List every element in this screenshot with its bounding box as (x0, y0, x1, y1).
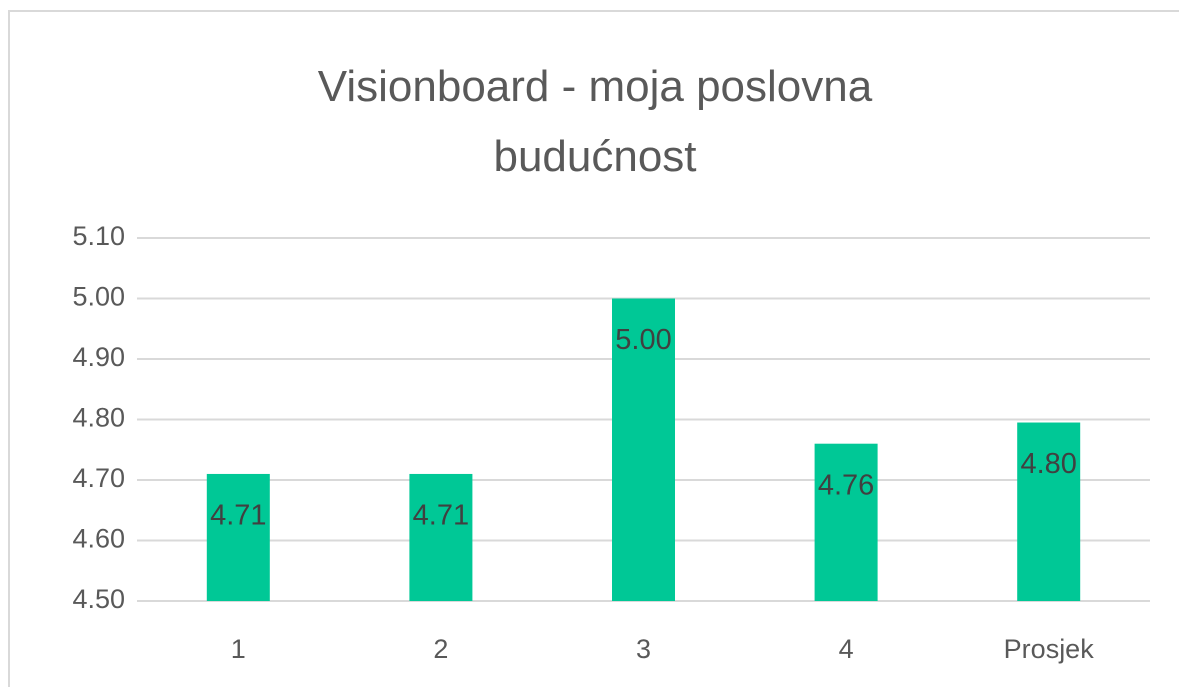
data-label: 5.00 (615, 324, 671, 356)
bar (1017, 422, 1081, 601)
y-tick-label: 5.00 (72, 282, 125, 312)
bar (612, 298, 675, 601)
y-tick-label: 5.10 (72, 221, 125, 251)
y-tick-label: 4.80 (72, 403, 125, 433)
x-tick-label: 1 (231, 634, 246, 664)
y-tick-label: 4.90 (72, 342, 125, 372)
chart-frame (8, 10, 1179, 687)
y-tick-label: 4.50 (72, 584, 125, 614)
y-tick-label: 4.60 (72, 524, 125, 554)
chart-title: Visionboard - moja poslovna budućnost (317, 62, 873, 181)
x-tick-label: Prosjek (1004, 634, 1095, 664)
data-label: 4.71 (210, 500, 266, 532)
data-label: 4.71 (413, 500, 469, 532)
bar (409, 473, 473, 601)
bar (814, 443, 878, 601)
data-label: 4.76 (818, 469, 874, 501)
y-tick-label: 4.70 (72, 463, 125, 493)
x-tick-label: 4 (839, 634, 854, 664)
x-tick-label: 3 (636, 634, 651, 664)
bar (206, 473, 270, 601)
data-label: 4.80 (1020, 448, 1076, 480)
x-tick-label: 2 (433, 634, 448, 664)
